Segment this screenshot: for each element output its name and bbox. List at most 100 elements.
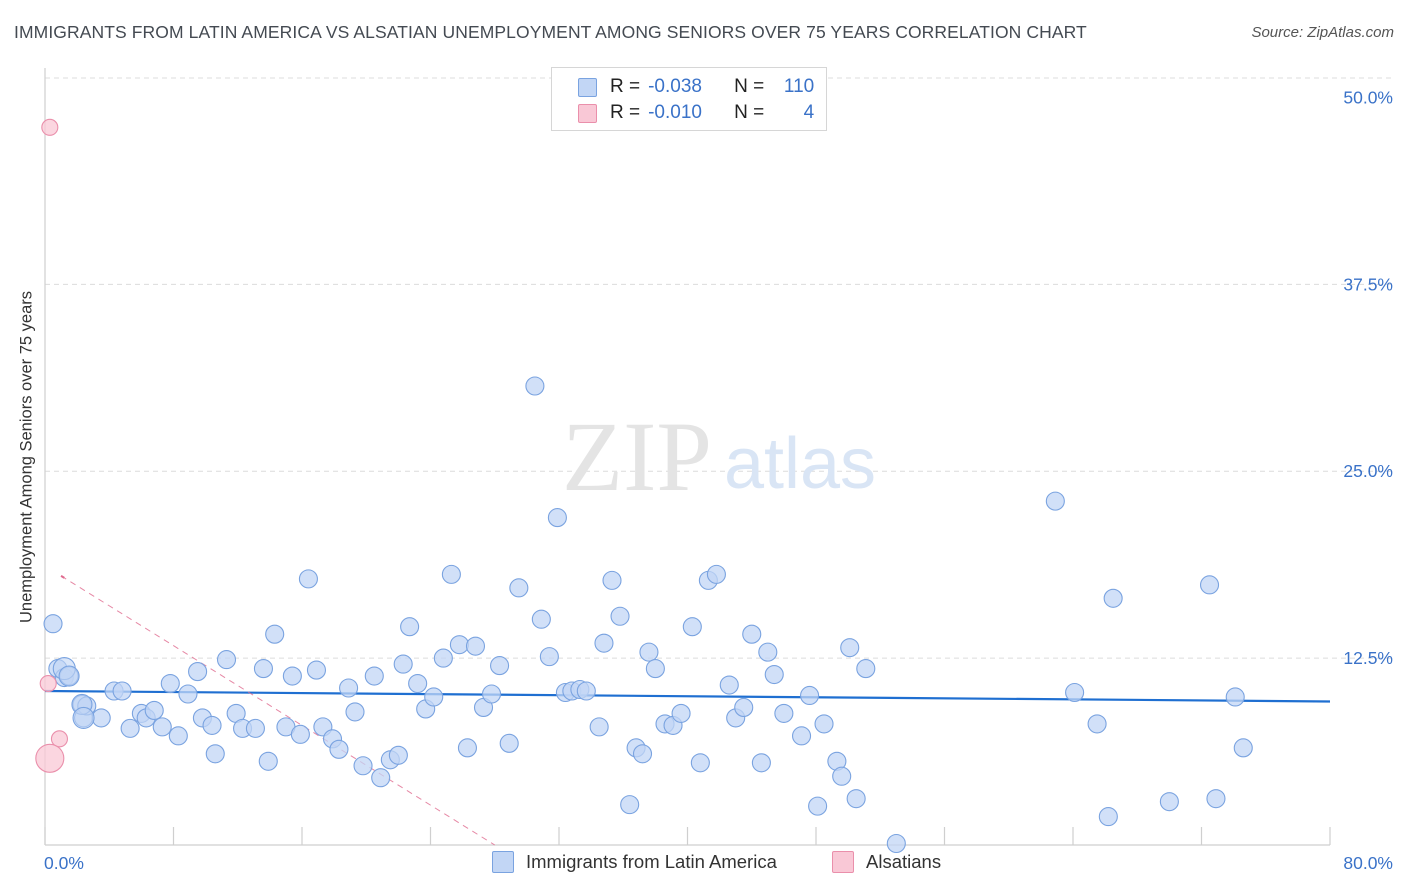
- data-point-latin-america: [144, 700, 164, 720]
- legend-n-value: 110: [783, 76, 815, 97]
- data-point-latin-america: [160, 673, 180, 694]
- data-point-latin-america: [620, 795, 640, 815]
- data-point-alsatians: [35, 743, 65, 773]
- data-point-latin-america: [490, 656, 510, 676]
- data-point-latin-america: [400, 617, 420, 637]
- data-point-latin-america: [152, 717, 172, 737]
- data-point-latin-america: [742, 624, 762, 644]
- data-point-latin-america: [43, 614, 63, 634]
- legend-swatch-blue: [492, 851, 514, 873]
- data-point-latin-america: [449, 635, 469, 655]
- data-point-latin-america: [1103, 588, 1123, 608]
- data-point-latin-america: [298, 569, 318, 589]
- legend-n-label: N =: [734, 102, 765, 123]
- legend-label: Immigrants from Latin America: [526, 851, 777, 872]
- y-tick-label: 12.5%: [1343, 648, 1393, 668]
- data-point-latin-america: [388, 745, 408, 765]
- data-point-latin-america: [91, 708, 111, 728]
- data-point-latin-america: [1065, 682, 1085, 703]
- source-label: Source: ZipAtlas.com: [1251, 24, 1394, 41]
- data-point-latin-america: [216, 650, 237, 670]
- data-point-latin-america: [602, 570, 622, 590]
- data-point-latin-america: [457, 738, 477, 758]
- data-point-latin-america: [1233, 738, 1253, 758]
- legend-row-alsatians: R = -0.010 N = 4: [552, 100, 814, 126]
- data-point-latin-america: [58, 665, 80, 687]
- data-point-latin-america: [632, 744, 653, 764]
- data-point-latin-america: [671, 703, 691, 723]
- y-tick-label: 50.0%: [1343, 87, 1393, 107]
- legend-row-latin-america: R = -0.038 N = 110: [552, 74, 814, 100]
- legend-label: Alsatians: [866, 851, 942, 872]
- legend-r-value: -0.038: [648, 76, 702, 97]
- y-tick-label: 37.5%: [1343, 274, 1393, 294]
- data-point-latin-america: [832, 766, 852, 786]
- correlation-legend: R = -0.038 N = 110 R = -0.010 N = 4: [551, 67, 827, 131]
- data-point-latin-america: [258, 751, 278, 771]
- legend-r-label: R =: [610, 76, 641, 97]
- data-point-latin-america: [345, 702, 365, 722]
- data-point-latin-america: [120, 718, 140, 738]
- data-point-latin-america: [168, 726, 188, 746]
- data-point-latin-america: [290, 724, 310, 744]
- data-point-alsatians: [41, 118, 59, 136]
- legend-n-label: N =: [734, 76, 765, 97]
- data-point-latin-america: [846, 789, 866, 809]
- data-point-latin-america: [774, 703, 794, 723]
- data-point-latin-america: [734, 697, 754, 717]
- data-point-latin-america: [645, 659, 665, 679]
- data-point-latin-america: [758, 642, 778, 662]
- data-point-latin-america: [353, 756, 373, 776]
- data-point-latin-america: [764, 665, 784, 685]
- data-point-latin-america: [1159, 792, 1179, 812]
- data-point-latin-america: [265, 624, 285, 644]
- axes: [44, 68, 1331, 846]
- data-point-latin-america: [610, 606, 630, 626]
- legend-swatch-pink: [578, 103, 597, 123]
- data-point-latin-america: [886, 833, 906, 854]
- data-point-latin-america: [393, 654, 413, 674]
- legend-r-label: R =: [610, 102, 641, 123]
- data-point-latin-america: [690, 753, 710, 773]
- data-point-latin-america: [791, 726, 812, 746]
- data-point-latin-america: [245, 718, 265, 738]
- data-point-latin-america: [282, 666, 302, 686]
- legend-swatch-blue: [578, 77, 597, 97]
- data-point-latin-america: [1206, 789, 1226, 809]
- y-tick-label: 25.0%: [1343, 461, 1393, 481]
- data-point-latin-america: [371, 768, 391, 788]
- data-point-latin-america: [178, 684, 198, 704]
- data-point-latin-america: [364, 666, 384, 686]
- watermark-atlas: atlas: [724, 424, 876, 504]
- data-point-latin-america: [1098, 807, 1118, 827]
- data-point-latin-america: [433, 648, 453, 668]
- trend-line-latin-america: [44, 689, 1331, 703]
- data-point-latin-america: [706, 564, 726, 584]
- data-point-latin-america: [441, 564, 461, 584]
- data-point-latin-america: [481, 684, 502, 704]
- data-point-latin-america: [531, 609, 551, 629]
- trend-lines: [44, 575, 1331, 846]
- legend-n-value: 4: [803, 102, 815, 123]
- data-point-latin-america: [814, 714, 834, 734]
- data-point-latin-america: [72, 706, 95, 729]
- data-point-latin-america: [808, 796, 828, 816]
- x-tick-label: 80.0%: [1343, 853, 1393, 873]
- data-point-latin-america: [856, 659, 876, 679]
- data-point-latin-america: [465, 636, 486, 656]
- data-point-latin-america: [1087, 714, 1107, 734]
- y-axis-title: Unemployment Among Seniors over 75 years: [17, 291, 36, 623]
- data-point-latin-america: [682, 617, 702, 637]
- x-tick-label: 0.0%: [44, 853, 84, 873]
- data-points: [35, 118, 1253, 854]
- watermark-zip: ZIP: [562, 401, 712, 512]
- data-point-latin-america: [306, 660, 327, 680]
- data-point-latin-america: [539, 647, 559, 667]
- data-point-alsatians: [39, 674, 57, 693]
- chart-title: IMMIGRANTS FROM LATIN AMERICA VS ALSATIA…: [14, 22, 1087, 42]
- data-point-alsatians: [50, 730, 69, 748]
- data-point-latin-america: [202, 715, 222, 735]
- data-point-latin-america: [499, 733, 519, 753]
- legend-r-value: -0.010: [648, 102, 702, 123]
